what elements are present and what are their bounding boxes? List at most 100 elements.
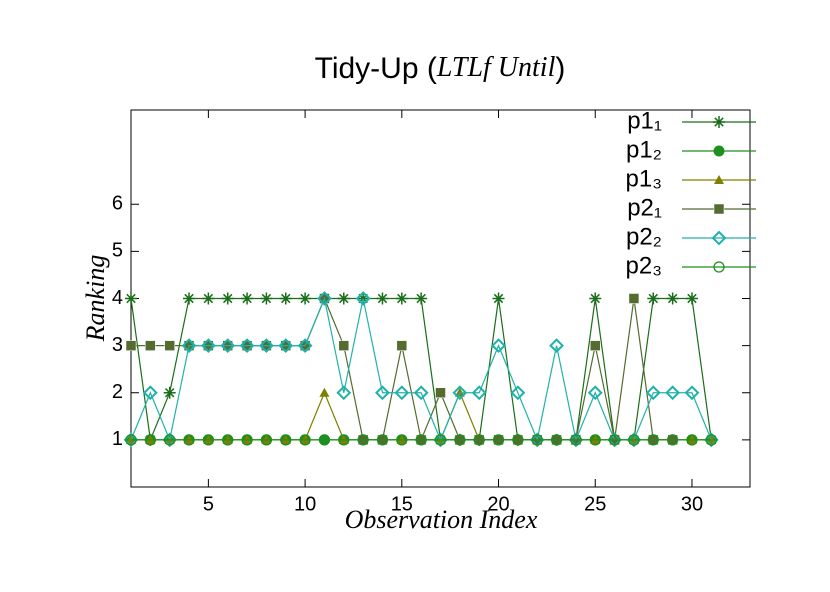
legend-marker	[713, 116, 725, 128]
marker	[492, 434, 505, 446]
marker	[202, 292, 215, 305]
marker	[705, 434, 717, 446]
legend-marker	[711, 230, 727, 246]
marker	[666, 434, 679, 446]
marker	[183, 292, 196, 305]
marker	[589, 434, 601, 446]
title-part: Tidy-Up (	[315, 52, 437, 85]
marker	[125, 292, 137, 305]
title-part: )	[555, 52, 565, 85]
marker	[319, 387, 330, 397]
marker	[375, 385, 390, 401]
marker	[183, 434, 195, 446]
marker	[394, 385, 410, 401]
marker	[297, 338, 313, 354]
chart-title: Tidy-Up (LTLf Until)	[315, 52, 566, 85]
marker	[125, 340, 137, 351]
marker	[413, 385, 429, 401]
marker	[278, 338, 294, 354]
y-tick-label: 2	[112, 381, 123, 403]
y-tick-label: 5	[112, 240, 123, 262]
x-tick-label: 20	[487, 493, 509, 515]
title-part: LTLf Until	[436, 52, 556, 83]
y-tick-label: 1	[112, 428, 123, 450]
marker	[299, 434, 311, 446]
marker	[684, 385, 700, 401]
marker	[590, 340, 601, 351]
marker	[221, 292, 234, 305]
marker	[260, 434, 273, 446]
legend-label: p2₁	[627, 194, 662, 221]
marker	[125, 434, 137, 446]
marker	[279, 292, 292, 305]
legend-marker	[713, 261, 725, 273]
x-tick-label: 30	[681, 493, 703, 515]
legend-label: p1₃	[626, 165, 662, 192]
marker	[570, 434, 582, 446]
marker	[376, 292, 389, 305]
marker	[396, 434, 408, 446]
marker	[142, 385, 158, 401]
marker	[338, 340, 350, 351]
marker	[491, 338, 506, 354]
marker	[181, 338, 197, 354]
marker	[338, 434, 350, 446]
marker	[318, 434, 331, 446]
marker	[645, 385, 661, 401]
marker	[686, 434, 698, 446]
marker	[376, 434, 389, 446]
marker	[452, 385, 468, 401]
x-tick-label: 10	[294, 493, 316, 515]
marker	[665, 385, 681, 401]
x-tick-label: 5	[203, 493, 214, 515]
marker	[336, 385, 352, 401]
marker	[164, 340, 175, 351]
marker	[395, 292, 408, 305]
marker	[258, 338, 274, 354]
marker	[357, 434, 369, 446]
marker	[512, 434, 524, 446]
marker	[317, 291, 332, 306]
marker	[510, 385, 526, 401]
legend-label: p1₁	[627, 107, 662, 134]
x-axis-label: Observation Index	[345, 505, 538, 534]
marker	[628, 293, 640, 304]
y-tick-label: 3	[112, 334, 123, 356]
marker	[241, 434, 253, 446]
marker	[647, 292, 660, 305]
legend-marker	[713, 145, 725, 157]
x-tick-label: 25	[584, 493, 606, 515]
series-line	[131, 296, 673, 442]
marker	[164, 434, 176, 446]
marker	[666, 292, 679, 305]
marker	[144, 434, 156, 446]
marker	[220, 338, 236, 354]
marker	[260, 292, 273, 305]
marker	[435, 387, 446, 398]
marker	[337, 292, 350, 305]
marker	[200, 338, 216, 354]
marker	[550, 434, 563, 446]
marker	[531, 434, 543, 446]
marker	[471, 385, 487, 401]
legend-label: p2₃	[626, 252, 662, 279]
legend-label: p2₂	[626, 223, 662, 250]
marker	[222, 434, 234, 446]
marker	[454, 434, 466, 446]
marker	[647, 434, 659, 446]
marker	[396, 340, 408, 351]
marker	[549, 338, 564, 354]
marker	[492, 292, 505, 305]
marker	[415, 292, 428, 305]
y-axis-label: Ranking	[81, 255, 110, 343]
y-tick-label: 6	[112, 193, 123, 215]
marker	[434, 434, 447, 446]
legend-label: p1₂	[626, 136, 662, 163]
marker	[473, 434, 485, 446]
legend-marker	[714, 175, 724, 184]
marker	[145, 340, 156, 351]
marker	[628, 434, 640, 446]
marker	[239, 338, 255, 354]
x-tick-label: 15	[391, 493, 413, 515]
